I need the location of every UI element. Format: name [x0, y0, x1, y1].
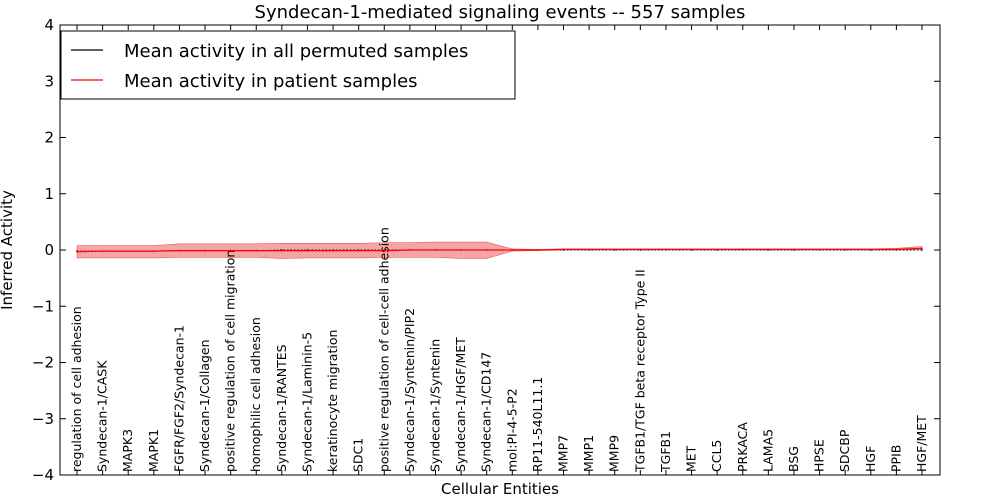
data-point-patient [127, 250, 130, 252]
data-point-patient [383, 249, 386, 252]
data-point-patient [409, 249, 411, 251]
plot-frame [59, 24, 941, 476]
x-tick-label: MMP9 [607, 435, 622, 472]
y-tick-label: −2 [32, 354, 54, 372]
data-point-patient [741, 248, 744, 251]
data-point-patient [690, 248, 693, 251]
x-tick-label: SDCBP [837, 429, 852, 472]
x-tick-label: positive regulation of cell migration [223, 250, 238, 472]
x-tick-label: Syndecan-1/Syntenin/PIP2 [402, 308, 417, 472]
legend-box [60, 30, 516, 100]
y-tick-label: 0 [44, 241, 54, 259]
x-tick-label: Syndecan-1/Syntenin [428, 339, 443, 472]
data-point-patient [562, 248, 565, 251]
x-tick-label: LAMA5 [760, 429, 775, 472]
x-tick-label: FGFR/FGF2/Syndecan-1 [171, 325, 186, 472]
x-axis-label: Cellular Entities [441, 480, 559, 498]
data-point-patient [767, 248, 770, 251]
x-tick-label: HGF [863, 446, 878, 472]
data-point-patient [869, 248, 872, 251]
x-tick-label: TGFB1/TGF beta receptor Type II [632, 269, 647, 473]
data-point-patient [357, 249, 360, 252]
x-tick-label: BSG [786, 446, 801, 472]
x-tick-label: Syndecan-1/CD147 [479, 352, 494, 472]
data-point-patient [229, 249, 232, 252]
x-tick-label: PPIB [888, 445, 903, 472]
x-tick-label: HGF/MET [914, 415, 929, 472]
data-point-patient [485, 249, 488, 251]
x-tick-label: homophilic cell adhesion [248, 317, 263, 472]
data-point-patient [665, 248, 667, 251]
x-tick-label: Syndecan-1/CASK [95, 360, 110, 472]
legend-label-patient: Mean activity in patient samples [124, 71, 418, 92]
data-point-permuted [921, 249, 923, 251]
y-tick-label: −3 [32, 410, 54, 428]
x-tick-label: Syndecan-1/Laminin-5 [300, 332, 315, 472]
x-tick-label: Syndecan-1/Collagen [197, 339, 212, 472]
data-point-patient [281, 249, 283, 252]
x-tick-label: SDC1 [351, 438, 366, 472]
data-point-patient [76, 250, 78, 253]
y-tick-label: −1 [32, 297, 54, 315]
data-point-patient [921, 247, 923, 250]
data-point-patient [844, 248, 846, 251]
x-tick-label: Syndecan-1/HGF/MET [453, 337, 468, 472]
y-axis-label: Inferred Activity [0, 190, 16, 310]
y-tick-label: 1 [44, 185, 54, 203]
x-tick-label: MET [684, 445, 699, 472]
x-tick-label: MAPK1 [146, 429, 161, 472]
data-point-patient [818, 248, 821, 251]
x-tick-label: keratinocyte migration [325, 330, 340, 472]
x-tick-label: RP11-540L11.1 [530, 377, 545, 472]
x-tick-label: PRKACA [735, 422, 750, 472]
chart-title: Syndecan-1-mediated signaling events -- … [255, 2, 746, 23]
x-tick-label: HPSE [812, 439, 827, 472]
data-point-patient [434, 249, 437, 251]
legend-label-permuted: Mean activity in all permuted samples [124, 41, 468, 62]
data-point-patient [511, 249, 514, 251]
x-tick-label: positive regulation of cell-cell adhesio… [376, 227, 391, 472]
y-tick-label: 2 [44, 129, 54, 147]
data-point-patient [895, 248, 898, 251]
series-line-patient [76, 247, 923, 253]
legend: Mean activity in all permuted samples Me… [60, 30, 516, 100]
x-tick-label: TGFB1 [658, 431, 673, 473]
x-tick-label: mol:PI-4-5-P2 [504, 388, 519, 472]
data-point-patient [460, 249, 462, 251]
y-tick-label: −4 [32, 466, 54, 484]
data-point-patient [204, 249, 206, 252]
data-point-patient [101, 250, 104, 252]
data-point-patient [178, 249, 181, 252]
data-point-patient [588, 248, 590, 251]
y-tick-label: 3 [44, 72, 54, 90]
x-tick-label: CCL5 [709, 440, 724, 472]
x-tick-label: regulation of cell adhesion [69, 306, 84, 472]
data-point-patient [793, 248, 795, 251]
x-tick-label: MMP7 [556, 435, 571, 472]
data-point-patient [306, 249, 309, 252]
x-tick-label: MMP1 [581, 435, 596, 472]
data-point-patient [153, 250, 155, 252]
data-point-patient [332, 249, 334, 252]
data-point-patient [537, 249, 539, 251]
x-tick-label: MAPK3 [120, 429, 135, 472]
data-point-patient [255, 249, 258, 252]
data-point-patient [613, 248, 616, 251]
plot-area: −4 −3 −2 −1 0 1 2 3 4 regulation of cell adhesion… [32, 16, 940, 484]
data-point-patient [716, 248, 718, 251]
y-tick-label: 4 [44, 16, 54, 34]
x-tick-label: Syndecan-1/RANTES [274, 344, 289, 472]
data-point-patient [639, 248, 642, 251]
